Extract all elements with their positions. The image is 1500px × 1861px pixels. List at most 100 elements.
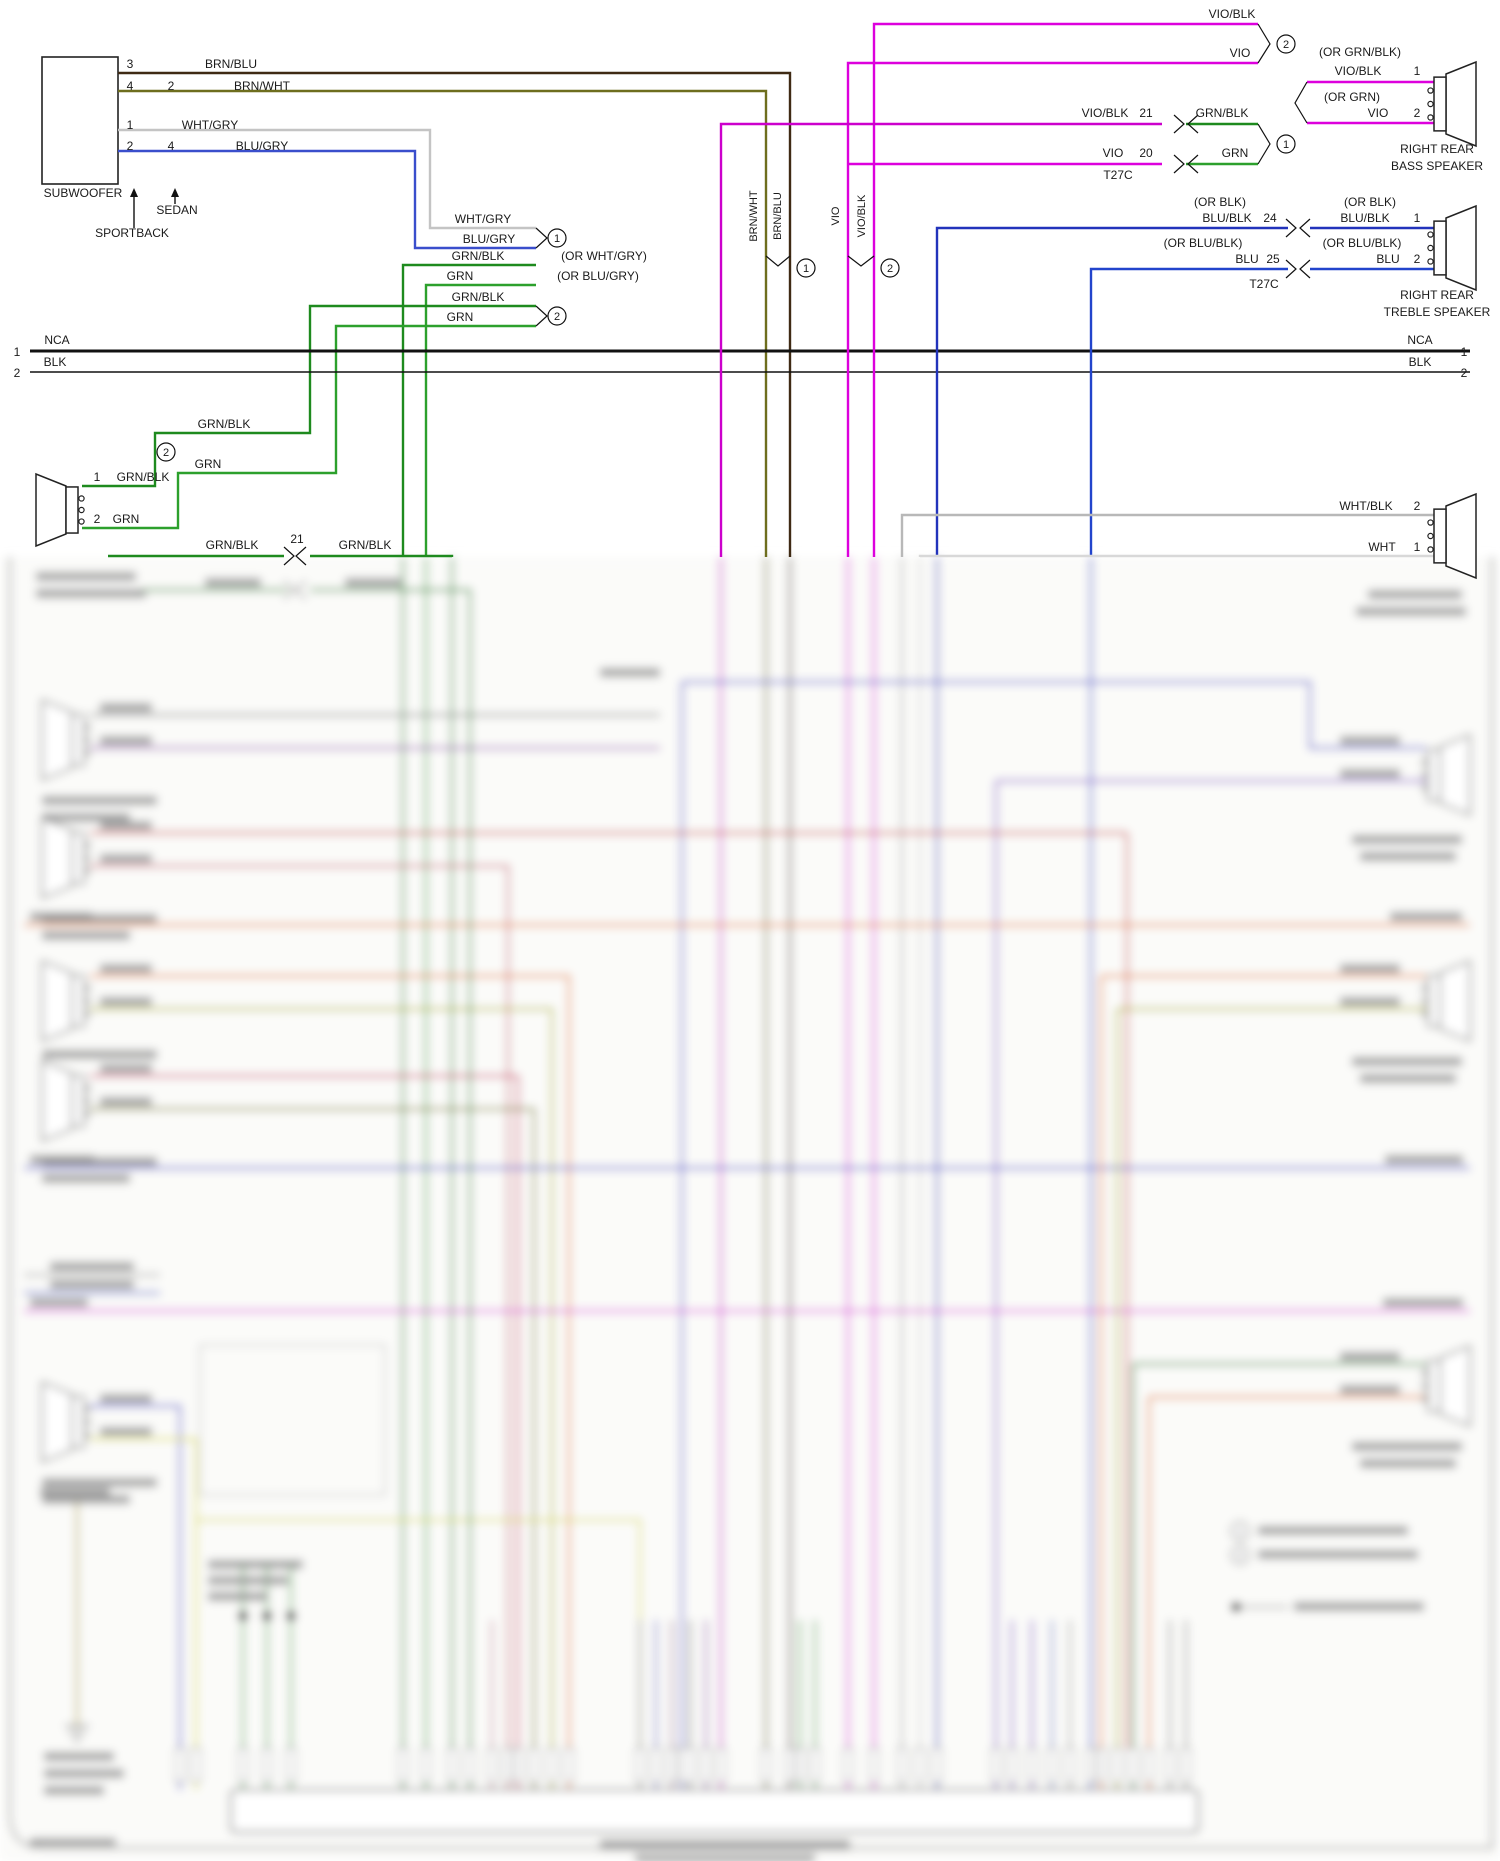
wire-label: BLK xyxy=(44,355,67,369)
wire-label: 1 xyxy=(1414,64,1421,78)
blurred-text-bar xyxy=(208,1576,288,1585)
wire-segment xyxy=(90,1404,182,1748)
wire-label: VIO/BLK xyxy=(856,194,868,237)
speaker-coil xyxy=(84,985,91,992)
speaker-icon xyxy=(41,1380,91,1464)
wire-label: 3 xyxy=(127,57,134,71)
circled-reference-number: 2 xyxy=(1237,1550,1243,1562)
wire-label: 21 xyxy=(290,532,304,546)
wire-label: (OR WHT/GRY) xyxy=(561,249,647,263)
wire-label: 1 xyxy=(1414,211,1421,225)
speaker-coil xyxy=(1427,546,1434,553)
blurred-text-bar xyxy=(1368,590,1462,599)
wire-label: BLK xyxy=(1409,355,1432,369)
circled-reference xyxy=(796,258,816,278)
brace-or-connector-glyph xyxy=(283,580,295,600)
connector-pin xyxy=(1144,1747,1154,1783)
wire-label: GRN/BLK xyxy=(452,290,505,304)
speaker-magnet xyxy=(1433,508,1447,564)
subwoofer-box xyxy=(41,56,119,185)
wire-segment xyxy=(918,554,1434,558)
blurred-text-bar xyxy=(100,1064,152,1073)
circled-reference xyxy=(547,306,567,326)
wire-label: BLU/GRY xyxy=(463,232,515,246)
wire-segment xyxy=(1089,267,1288,557)
blurred-text-bar xyxy=(42,1495,130,1504)
speaker-coil xyxy=(1421,1395,1428,1403)
wire-segment xyxy=(118,89,768,557)
blurred-text-bar xyxy=(1340,736,1400,745)
wire-label: GRN/BLK xyxy=(1196,106,1249,120)
wire-segment xyxy=(90,974,571,1748)
connector-pin xyxy=(1165,1747,1175,1783)
speaker-magnet xyxy=(1433,220,1447,276)
speaker-magnet xyxy=(71,831,85,885)
wire-segment xyxy=(310,588,472,1748)
blurred-text-bar xyxy=(50,1280,134,1289)
speaker-coil xyxy=(84,997,91,1005)
connector-pin xyxy=(503,1747,513,1783)
blurred-text-bar xyxy=(1390,912,1462,921)
speaker-icon xyxy=(41,1059,91,1143)
blurred-text-bar xyxy=(44,1769,124,1778)
blurred-text-bar xyxy=(30,1838,116,1846)
blurred-text-bar xyxy=(42,931,130,940)
splice-dot xyxy=(1231,1602,1241,1612)
speaker-coil xyxy=(1427,258,1434,265)
blurred-text-bar xyxy=(44,1786,104,1795)
blurred-text-bar xyxy=(42,1050,157,1059)
wire-label: GRN/BLK xyxy=(206,538,259,552)
connector-pin xyxy=(564,1747,574,1783)
blurred-text-bar xyxy=(42,813,130,822)
wire-label: (OR GRN/BLK) xyxy=(1319,45,1401,59)
wire-label: BLU/GRY xyxy=(236,139,288,153)
wire-label: GRN xyxy=(1222,146,1249,160)
brace-or-connector-glyph xyxy=(1187,114,1199,134)
speaker-coil xyxy=(1427,244,1434,252)
connector-pin xyxy=(262,1747,272,1783)
brace-or-connector-glyph xyxy=(283,546,295,566)
connector-pin xyxy=(810,1747,820,1783)
splice-dot xyxy=(262,1611,272,1621)
circled-reference-number: 1 xyxy=(803,263,809,275)
wire-label: RIGHT REAR xyxy=(1400,288,1474,302)
brace-or-connector-glyph xyxy=(1257,123,1271,165)
wire-label: WHT xyxy=(1368,540,1396,554)
connector-pin xyxy=(238,1747,248,1783)
wire-label: BRN/BLU xyxy=(772,192,784,240)
wire-label: 4 xyxy=(127,79,134,93)
speaker-icon xyxy=(1421,1344,1471,1428)
wire-label: VIO/BLK xyxy=(1335,64,1382,78)
speaker-coil xyxy=(78,495,85,502)
wire-label: RIGHT REAR xyxy=(1400,142,1474,156)
wire-label: 20 xyxy=(1139,146,1153,160)
connector-pin xyxy=(685,1747,695,1783)
wire-label: (OR GRN) xyxy=(1324,90,1380,104)
speaker-coil xyxy=(84,1097,91,1105)
connector-pin xyxy=(843,1747,853,1783)
speaker-cone xyxy=(1439,959,1471,1043)
wire-segment xyxy=(90,864,510,1748)
blurred-text-bar xyxy=(1258,1550,1418,1559)
speaker-cone xyxy=(35,472,67,548)
circled-reference xyxy=(1230,1521,1250,1541)
blurred-text-bar xyxy=(345,578,401,587)
wire-segment xyxy=(424,283,536,557)
speaker-coil xyxy=(1421,1382,1428,1390)
wire-segment xyxy=(118,149,536,250)
wire-label: SPORTBACK xyxy=(95,226,169,240)
circled-reference xyxy=(1230,1545,1250,1565)
wire-label: SUBWOOFER xyxy=(44,186,123,200)
wire-label: BLU xyxy=(1376,252,1399,266)
blurred-text-bar xyxy=(600,1840,850,1850)
blurred-text-bar xyxy=(635,1854,815,1861)
wire-segment xyxy=(90,1074,520,1748)
connector-pin xyxy=(932,1747,942,1783)
speaker-coil xyxy=(1427,87,1434,94)
wire-label: BLU/BLK xyxy=(1202,211,1251,225)
wire-segment xyxy=(872,22,1258,557)
circled-reference-number: 1 xyxy=(1283,139,1289,151)
blurred-text-bar xyxy=(1356,607,1466,616)
blurred-text-bar xyxy=(50,1262,134,1271)
